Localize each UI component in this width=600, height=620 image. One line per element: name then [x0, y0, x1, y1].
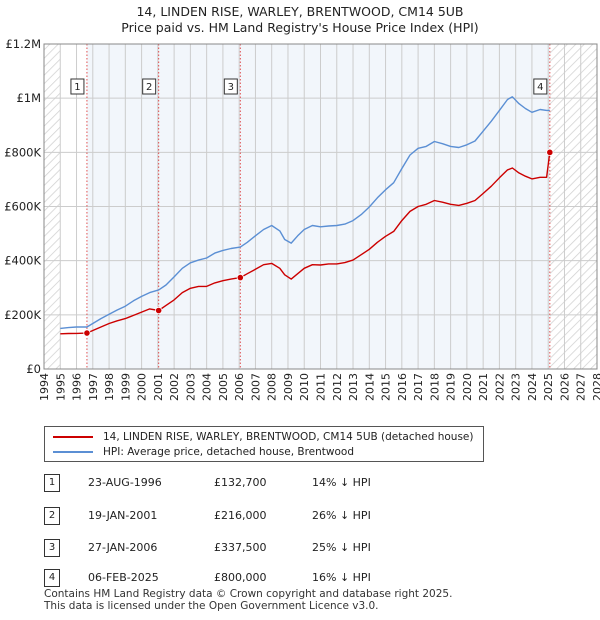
x-tick-label: 2011 [315, 373, 328, 401]
x-tick-label: 2027 [575, 373, 588, 401]
plot-border [43, 43, 598, 370]
x-tick-label: 1998 [103, 373, 116, 401]
y-tick-label: £1.2M [5, 37, 41, 51]
transaction-hpi: 26% ↓ HPI [312, 509, 371, 522]
x-tick-label: 1999 [119, 373, 132, 401]
hpi-series-line [60, 96, 550, 330]
transaction-date: 27-JAN-2006 [88, 541, 158, 554]
x-tick-label: 2014 [363, 373, 376, 401]
x-tick-label: 2002 [168, 373, 181, 401]
x-tick-label: 2025 [542, 373, 555, 401]
transaction-hpi: 14% ↓ HPI [312, 476, 371, 489]
x-tick-label: 2003 [184, 373, 197, 401]
sale-label-text: 1 [74, 82, 80, 93]
x-tick-label: 2007 [249, 373, 262, 401]
x-tick-label: 2001 [152, 373, 165, 401]
x-tick-label: 2006 [233, 373, 246, 401]
y-tick-label: £0 [26, 362, 41, 376]
legend-swatch-property [53, 436, 93, 438]
x-tick-label: 2012 [331, 373, 344, 401]
x-tick-label: 2022 [493, 373, 506, 401]
x-tick-label: 2024 [526, 373, 539, 401]
sale-point [546, 148, 554, 156]
x-tick-label: 2008 [266, 373, 279, 401]
sale-label-text: 2 [146, 82, 152, 93]
x-tick-label: 2020 [461, 373, 474, 401]
sale-point [155, 306, 163, 315]
y-tick-label: £200K [4, 308, 41, 322]
x-tick-label: 1997 [87, 373, 100, 401]
sale-label-text: 3 [228, 82, 234, 93]
sale-point [83, 329, 91, 337]
x-tick-label: 2021 [477, 373, 490, 401]
transaction-date: 19-JAN-2001 [88, 509, 158, 522]
x-tick-label: 2013 [347, 373, 360, 401]
sale-label-box [223, 78, 238, 95]
sale-label-box [533, 78, 548, 95]
chart-title: 14, LINDEN RISE, WARLEY, BRENTWOOD, CM14… [136, 4, 464, 19]
property-series-line [60, 152, 551, 335]
x-tick-label: 1994 [38, 373, 51, 401]
footer: Contains HM Land Registry data © Crown c… [44, 588, 452, 612]
transaction-price: £337,500 [214, 541, 267, 554]
transaction-number: 4 [44, 569, 60, 587]
transaction-price: £800,000 [214, 571, 267, 584]
x-tick-label: 2017 [412, 373, 425, 401]
y-tick-label: £1M [16, 91, 41, 105]
x-tick-label: 2004 [201, 373, 214, 401]
transaction-date: 23-AUG-1996 [88, 476, 162, 489]
x-tick-label: 1996 [71, 373, 84, 401]
transaction-hpi: 16% ↓ HPI [312, 571, 371, 584]
sale-label-box [70, 78, 85, 95]
x-tick-label: 2028 [591, 373, 600, 401]
sale-label-box [142, 78, 157, 95]
transaction-number: 2 [44, 507, 60, 525]
transaction-price: £216,000 [214, 509, 267, 522]
transaction-price: £132,700 [214, 476, 267, 489]
transaction-number: 1 [44, 474, 60, 492]
chart-subtitle: Price paid vs. HM Land Registry's House … [121, 20, 479, 35]
y-tick-label: £600K [4, 200, 41, 214]
sale-label-text: 4 [537, 82, 543, 93]
legend-swatch-hpi [53, 451, 93, 453]
x-tick-label: 2015 [380, 373, 393, 401]
legend: 14, LINDEN RISE, WARLEY, BRENTWOOD, CM14… [44, 426, 484, 462]
x-tick-label: 2010 [298, 373, 311, 401]
transaction-hpi: 25% ↓ HPI [312, 541, 371, 554]
footer-licence: This data is licensed under the Open Gov… [44, 600, 379, 612]
x-tick-label: 2019 [445, 373, 458, 401]
x-tick-label: 2009 [282, 373, 295, 401]
transaction-number: 3 [44, 539, 60, 557]
x-tick-label: 2026 [558, 373, 571, 401]
sale-point [236, 273, 244, 282]
x-tick-label: 1995 [54, 373, 67, 401]
x-tick-label: 2018 [428, 373, 441, 401]
footer-copyright: Contains HM Land Registry data © Crown c… [44, 588, 453, 600]
y-tick-label: £400K [4, 254, 41, 268]
x-tick-label: 2023 [510, 373, 523, 401]
transaction-date: 06-FEB-2025 [88, 571, 159, 584]
x-tick-label: 2000 [136, 373, 149, 401]
x-tick-label: 2005 [217, 373, 230, 401]
legend-label-property: 14, LINDEN RISE, WARLEY, BRENTWOOD, CM14… [103, 431, 474, 443]
legend-label-hpi: HPI: Average price, detached house, Bren… [103, 446, 354, 458]
x-tick-label: 2016 [396, 373, 409, 401]
y-tick-label: £800K [4, 145, 41, 159]
